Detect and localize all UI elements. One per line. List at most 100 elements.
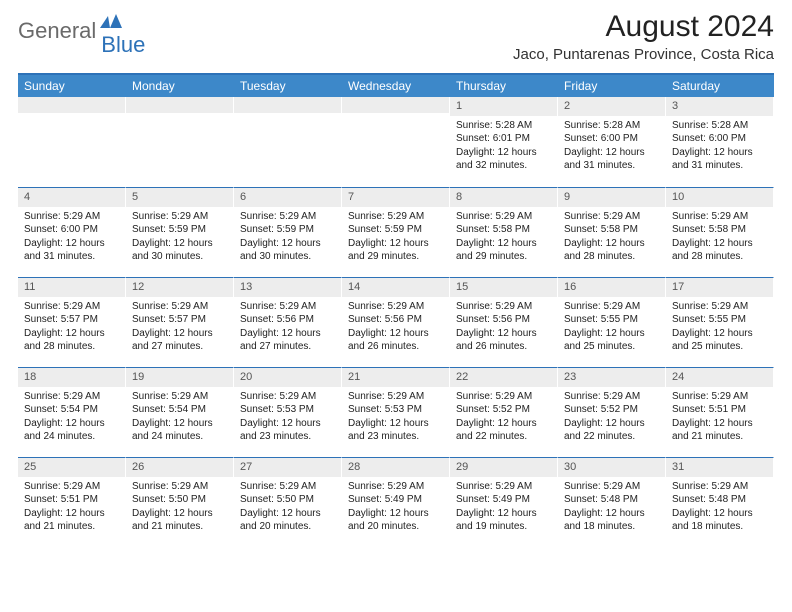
dow-thursday: Thursday [450,75,558,97]
sunrise-text: Sunrise: 5:28 AM [564,119,659,133]
dow-monday: Monday [126,75,234,97]
day-number [342,97,449,113]
daylight-line2: and 20 minutes. [348,520,443,534]
day-number: 31 [666,458,773,477]
calendar-cell: 17Sunrise: 5:29 AMSunset: 5:55 PMDayligh… [666,277,774,367]
dow-tuesday: Tuesday [234,75,342,97]
calendar-cell: 13Sunrise: 5:29 AMSunset: 5:56 PMDayligh… [234,277,342,367]
daylight-line1: Daylight: 12 hours [348,507,443,521]
day-number: 22 [450,368,557,387]
sunset-text: Sunset: 5:55 PM [564,313,659,327]
day-details: Sunrise: 5:29 AMSunset: 5:48 PMDaylight:… [666,477,773,538]
calendar-cell: 24Sunrise: 5:29 AMSunset: 5:51 PMDayligh… [666,367,774,457]
calendar-cell: 25Sunrise: 5:29 AMSunset: 5:51 PMDayligh… [18,457,126,547]
day-number: 5 [126,188,233,207]
daylight-line2: and 20 minutes. [240,520,335,534]
day-details [126,113,233,120]
sunset-text: Sunset: 5:57 PM [24,313,119,327]
sunset-text: Sunset: 5:49 PM [456,493,551,507]
daylight-line2: and 23 minutes. [240,430,335,444]
location-text: Jaco, Puntarenas Province, Costa Rica [513,46,774,63]
daylight-line1: Daylight: 12 hours [348,237,443,251]
calendar-cell: 12Sunrise: 5:29 AMSunset: 5:57 PMDayligh… [126,277,234,367]
daylight-line1: Daylight: 12 hours [456,327,551,341]
sunrise-text: Sunrise: 5:29 AM [456,390,551,404]
daylight-line2: and 26 minutes. [456,340,551,354]
daylight-line1: Daylight: 12 hours [132,327,227,341]
calendar-cell: 26 Sunrise: 5:29 AMSunset: 5:50 PMDayligh… [126,457,234,547]
day-details: Sunrise: 5:29 AMSunset: 5:58 PMDaylight:… [450,207,557,268]
calendar-cell [234,97,342,187]
sunrise-text: Sunrise: 5:29 AM [24,300,119,314]
daylight-line1: Daylight: 12 hours [672,507,767,521]
day-details: Sunrise: 5:29 AMSunset: 5:55 PMDaylight:… [666,297,773,358]
day-number [234,97,341,113]
logo-flag-icon [100,14,122,33]
day-details: Sunrise: 5:29 AMSunset: 5:49 PMDaylight:… [450,477,557,538]
month-title: August 2024 [513,10,774,44]
daylight-line2: and 26 minutes. [348,340,443,354]
sunrise-text: Sunrise: 5:29 AM [672,300,767,314]
sunset-text: Sunset: 5:50 PM [132,493,227,507]
sunrise-text: Sunrise: 5:29 AM [456,210,551,224]
day-number: 14 [342,278,449,297]
sunset-text: Sunset: 5:59 PM [132,223,227,237]
daylight-line2: and 31 minutes. [564,159,659,173]
day-number: 7 [342,188,449,207]
sunset-text: Sunset: 6:00 PM [24,223,119,237]
sunrise-text: Sunrise: 5:29 AM [564,210,659,224]
daylight-line2: and 21 minutes. [24,520,119,534]
day-number: 13 [234,278,341,297]
daylight-line2: and 25 minutes. [564,340,659,354]
day-number: 12 [126,278,233,297]
day-details: Sunrise: 5:29 AMSunset: 5:51 PMDaylight:… [18,477,125,538]
sunrise-text: Sunrise: 5:29 AM [24,390,119,404]
day-details [234,113,341,120]
sunset-text: Sunset: 5:50 PM [240,493,335,507]
day-number: 30 [558,458,665,477]
sunrise-text: Sunrise: 5:29 AM [672,210,767,224]
header: General Blue August 2024 Jaco, Puntarena… [18,10,774,67]
day-number: 26 [126,458,233,477]
daylight-line1: Daylight: 12 hours [132,417,227,431]
sunset-text: Sunset: 6:00 PM [672,132,767,146]
daylight-line1: Daylight: 12 hours [132,507,227,521]
day-details: Sunrise: 5:29 AMSunset: 5:57 PMDaylight:… [126,297,233,358]
daylight-line1: Daylight: 12 hours [672,146,767,160]
day-details: Sunrise: 5:29 AMSunset: 5:56 PMDaylight:… [234,297,341,358]
sunrise-text: Sunrise: 5:29 AM [132,390,227,404]
calendar-cell: 9Sunrise: 5:29 AMSunset: 5:58 PMDaylight… [558,187,666,277]
daylight-line1: Daylight: 12 hours [456,507,551,521]
sunrise-text: Sunrise: 5:29 AM [348,480,443,494]
daylight-line1: Daylight: 12 hours [564,507,659,521]
logo: General Blue [18,10,167,44]
calendar-cell: 14Sunrise: 5:29 AMSunset: 5:56 PMDayligh… [342,277,450,367]
day-number: 15 [450,278,557,297]
calendar-cell: 5Sunrise: 5:29 AMSunset: 5:59 PMDaylight… [126,187,234,277]
sunrise-text: Sunrise: 5:29 AM [132,300,227,314]
sunset-text: Sunset: 5:53 PM [348,403,443,417]
sunset-text: Sunset: 6:01 PM [456,132,551,146]
day-details: Sunrise: 5:29 AMSunset: 5:52 PMDaylight:… [558,387,665,448]
sunset-text: Sunset: 5:58 PM [456,223,551,237]
daylight-line2: and 22 minutes. [456,430,551,444]
calendar-cell: 10Sunrise: 5:29 AMSunset: 5:58 PMDayligh… [666,187,774,277]
sunrise-text: Sunrise: 5:29 AM [132,480,227,494]
logo-text-general: General [18,18,96,44]
day-details: Sunrise: 5:29 AMSunset: 5:52 PMDaylight:… [450,387,557,448]
day-number: 25 [18,458,125,477]
day-number: 10 [666,188,773,207]
title-block: August 2024 Jaco, Puntarenas Province, C… [513,10,774,67]
daylight-line1: Daylight: 12 hours [24,417,119,431]
dow-saturday: Saturday [666,75,774,97]
day-details: Sunrise: 5:29 AMSunset: 5:59 PMDaylight:… [342,207,449,268]
day-number: 8 [450,188,557,207]
day-number: 24 [666,368,773,387]
day-number: 28 [342,458,449,477]
daylight-line2: and 31 minutes. [24,250,119,264]
daylight-line1: Daylight: 12 hours [240,417,335,431]
sunrise-text: Sunrise: 5:29 AM [24,480,119,494]
day-number: 4 [18,188,125,207]
sunset-text: Sunset: 5:56 PM [240,313,335,327]
day-details: Sunrise: 5:29 AMSunset: 5:59 PMDaylight:… [234,207,341,268]
